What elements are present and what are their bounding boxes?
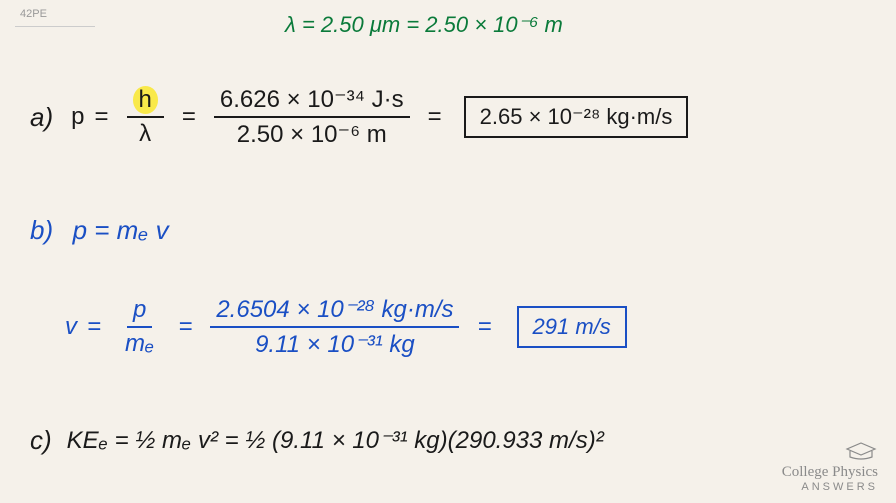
answer-box-a: 2.65 × 10⁻²⁸ kg·m/s [464,96,689,138]
equals-sign: = [87,313,101,341]
equals-sign: = [94,103,108,131]
part-a-label: a) [30,102,53,133]
fraction-numeric-b: 2.6504 × 10⁻²⁸ kg·m/s 9.11 × 10⁻³¹ kg [210,295,459,359]
given-equation: λ = 2.50 μm = 2.50 × 10⁻⁶ m [285,12,563,38]
p-numerator: p [127,296,152,328]
watermark-subtitle: ANSWERS [782,481,878,493]
part-c-label: c) [30,425,52,456]
part-b-row2: v = p mₑ = 2.6504 × 10⁻²⁸ kg·m/s 9.11 × … [65,295,627,359]
equals-sign: = [477,313,491,341]
numerator-a: 6.626 × 10⁻³⁴ J·s [214,85,410,118]
part-b-equation1: p = mₑ v [73,215,169,246]
equals-sign: = [178,313,192,341]
part-b-row1: b) p = mₑ v [30,215,169,246]
me-denom: mₑ [119,328,160,358]
fraction-p-me: p mₑ [119,296,160,358]
fraction-h-lambda: h λ [127,86,164,148]
part-c-equation: KEₑ = ½ mₑ v² = ½ (9.11 × 10⁻³¹ kg)(290.… [67,426,604,455]
part-b-lhs: v [65,313,77,341]
underline-divider [15,26,95,27]
answer-box-b: 291 m/s [517,306,627,348]
part-b-label: b) [30,215,53,246]
equals-sign: = [182,103,196,131]
denominator-a: 2.50 × 10⁻⁶ m [231,118,393,149]
graduation-cap-icon [782,441,878,461]
problem-number: 42PE [20,8,47,20]
part-a-lhs: p [71,103,84,131]
part-c-row: c) KEₑ = ½ mₑ v² = ½ (9.11 × 10⁻³¹ kg)(2… [30,425,604,456]
fraction-numeric-a: 6.626 × 10⁻³⁴ J·s 2.50 × 10⁻⁶ m [214,85,410,149]
equals-sign: = [428,103,442,131]
lambda-denom: λ [133,118,157,148]
part-a-row: a) p = h λ = 6.626 × 10⁻³⁴ J·s 2.50 × 10… [30,85,688,149]
watermark: College Physics ANSWERS [782,441,878,493]
highlighted-h: h [133,86,158,114]
denominator-b: 9.11 × 10⁻³¹ kg [249,328,421,359]
part-a-equation: p = h λ = 6.626 × 10⁻³⁴ J·s 2.50 × 10⁻⁶ … [71,85,688,149]
numerator-b: 2.6504 × 10⁻²⁸ kg·m/s [210,295,459,328]
watermark-title: College Physics [782,464,878,481]
